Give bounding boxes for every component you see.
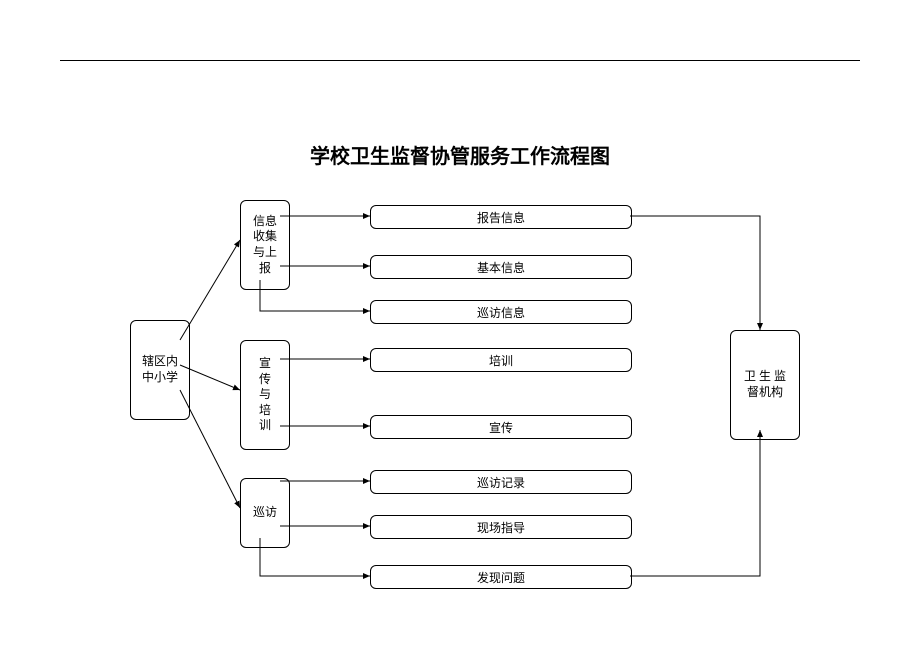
node-item2-label: 基本信息 — [477, 259, 525, 276]
node-group1-line4: 报 — [253, 261, 277, 277]
node-group2-line1: 宣 — [259, 356, 271, 372]
node-item5: 宣传 — [370, 415, 632, 439]
node-target-line2: 督机构 — [744, 385, 786, 401]
node-target: 卫 生 监 督机构 — [730, 330, 800, 440]
node-item7-label: 现场指导 — [477, 519, 525, 536]
node-group2-line5: 训 — [259, 418, 271, 434]
node-group1-line2: 收集 — [253, 229, 277, 245]
node-item1: 报告信息 — [370, 205, 632, 229]
node-group1-line1: 信息 — [253, 214, 277, 230]
node-item7: 现场指导 — [370, 515, 632, 539]
node-item3-label: 巡访信息 — [477, 304, 525, 321]
node-source-line1: 辖区内 — [142, 354, 178, 370]
node-item8: 发现问题 — [370, 565, 632, 589]
node-group3-label: 巡访 — [253, 505, 277, 521]
node-group2-line2: 传 — [259, 372, 271, 388]
node-item2: 基本信息 — [370, 255, 632, 279]
node-group3: 巡访 — [240, 478, 290, 548]
page: 学校卫生监督协管服务工作流程图 辖区内 中小学 信息 收集 与上 报 宣 传 与… — [0, 0, 920, 651]
diagram-title: 学校卫生监督协管服务工作流程图 — [0, 140, 920, 169]
node-item6-label: 巡访记录 — [477, 474, 525, 491]
node-item4: 培训 — [370, 348, 632, 372]
top-rule — [60, 60, 860, 61]
node-group1: 信息 收集 与上 报 — [240, 200, 290, 290]
node-group2: 宣 传 与 培 训 — [240, 340, 290, 450]
node-source-line2: 中小学 — [142, 370, 178, 386]
node-item6: 巡访记录 — [370, 470, 632, 494]
node-source: 辖区内 中小学 — [130, 320, 190, 420]
node-group2-line4: 培 — [259, 403, 271, 419]
node-group2-line3: 与 — [259, 387, 271, 403]
node-item1-label: 报告信息 — [477, 209, 525, 226]
node-target-line1: 卫 生 监 — [744, 369, 786, 385]
node-item5-label: 宣传 — [489, 419, 513, 436]
node-group1-line3: 与上 — [253, 245, 277, 261]
node-item4-label: 培训 — [489, 352, 513, 369]
node-item8-label: 发现问题 — [477, 569, 525, 586]
node-item3: 巡访信息 — [370, 300, 632, 324]
